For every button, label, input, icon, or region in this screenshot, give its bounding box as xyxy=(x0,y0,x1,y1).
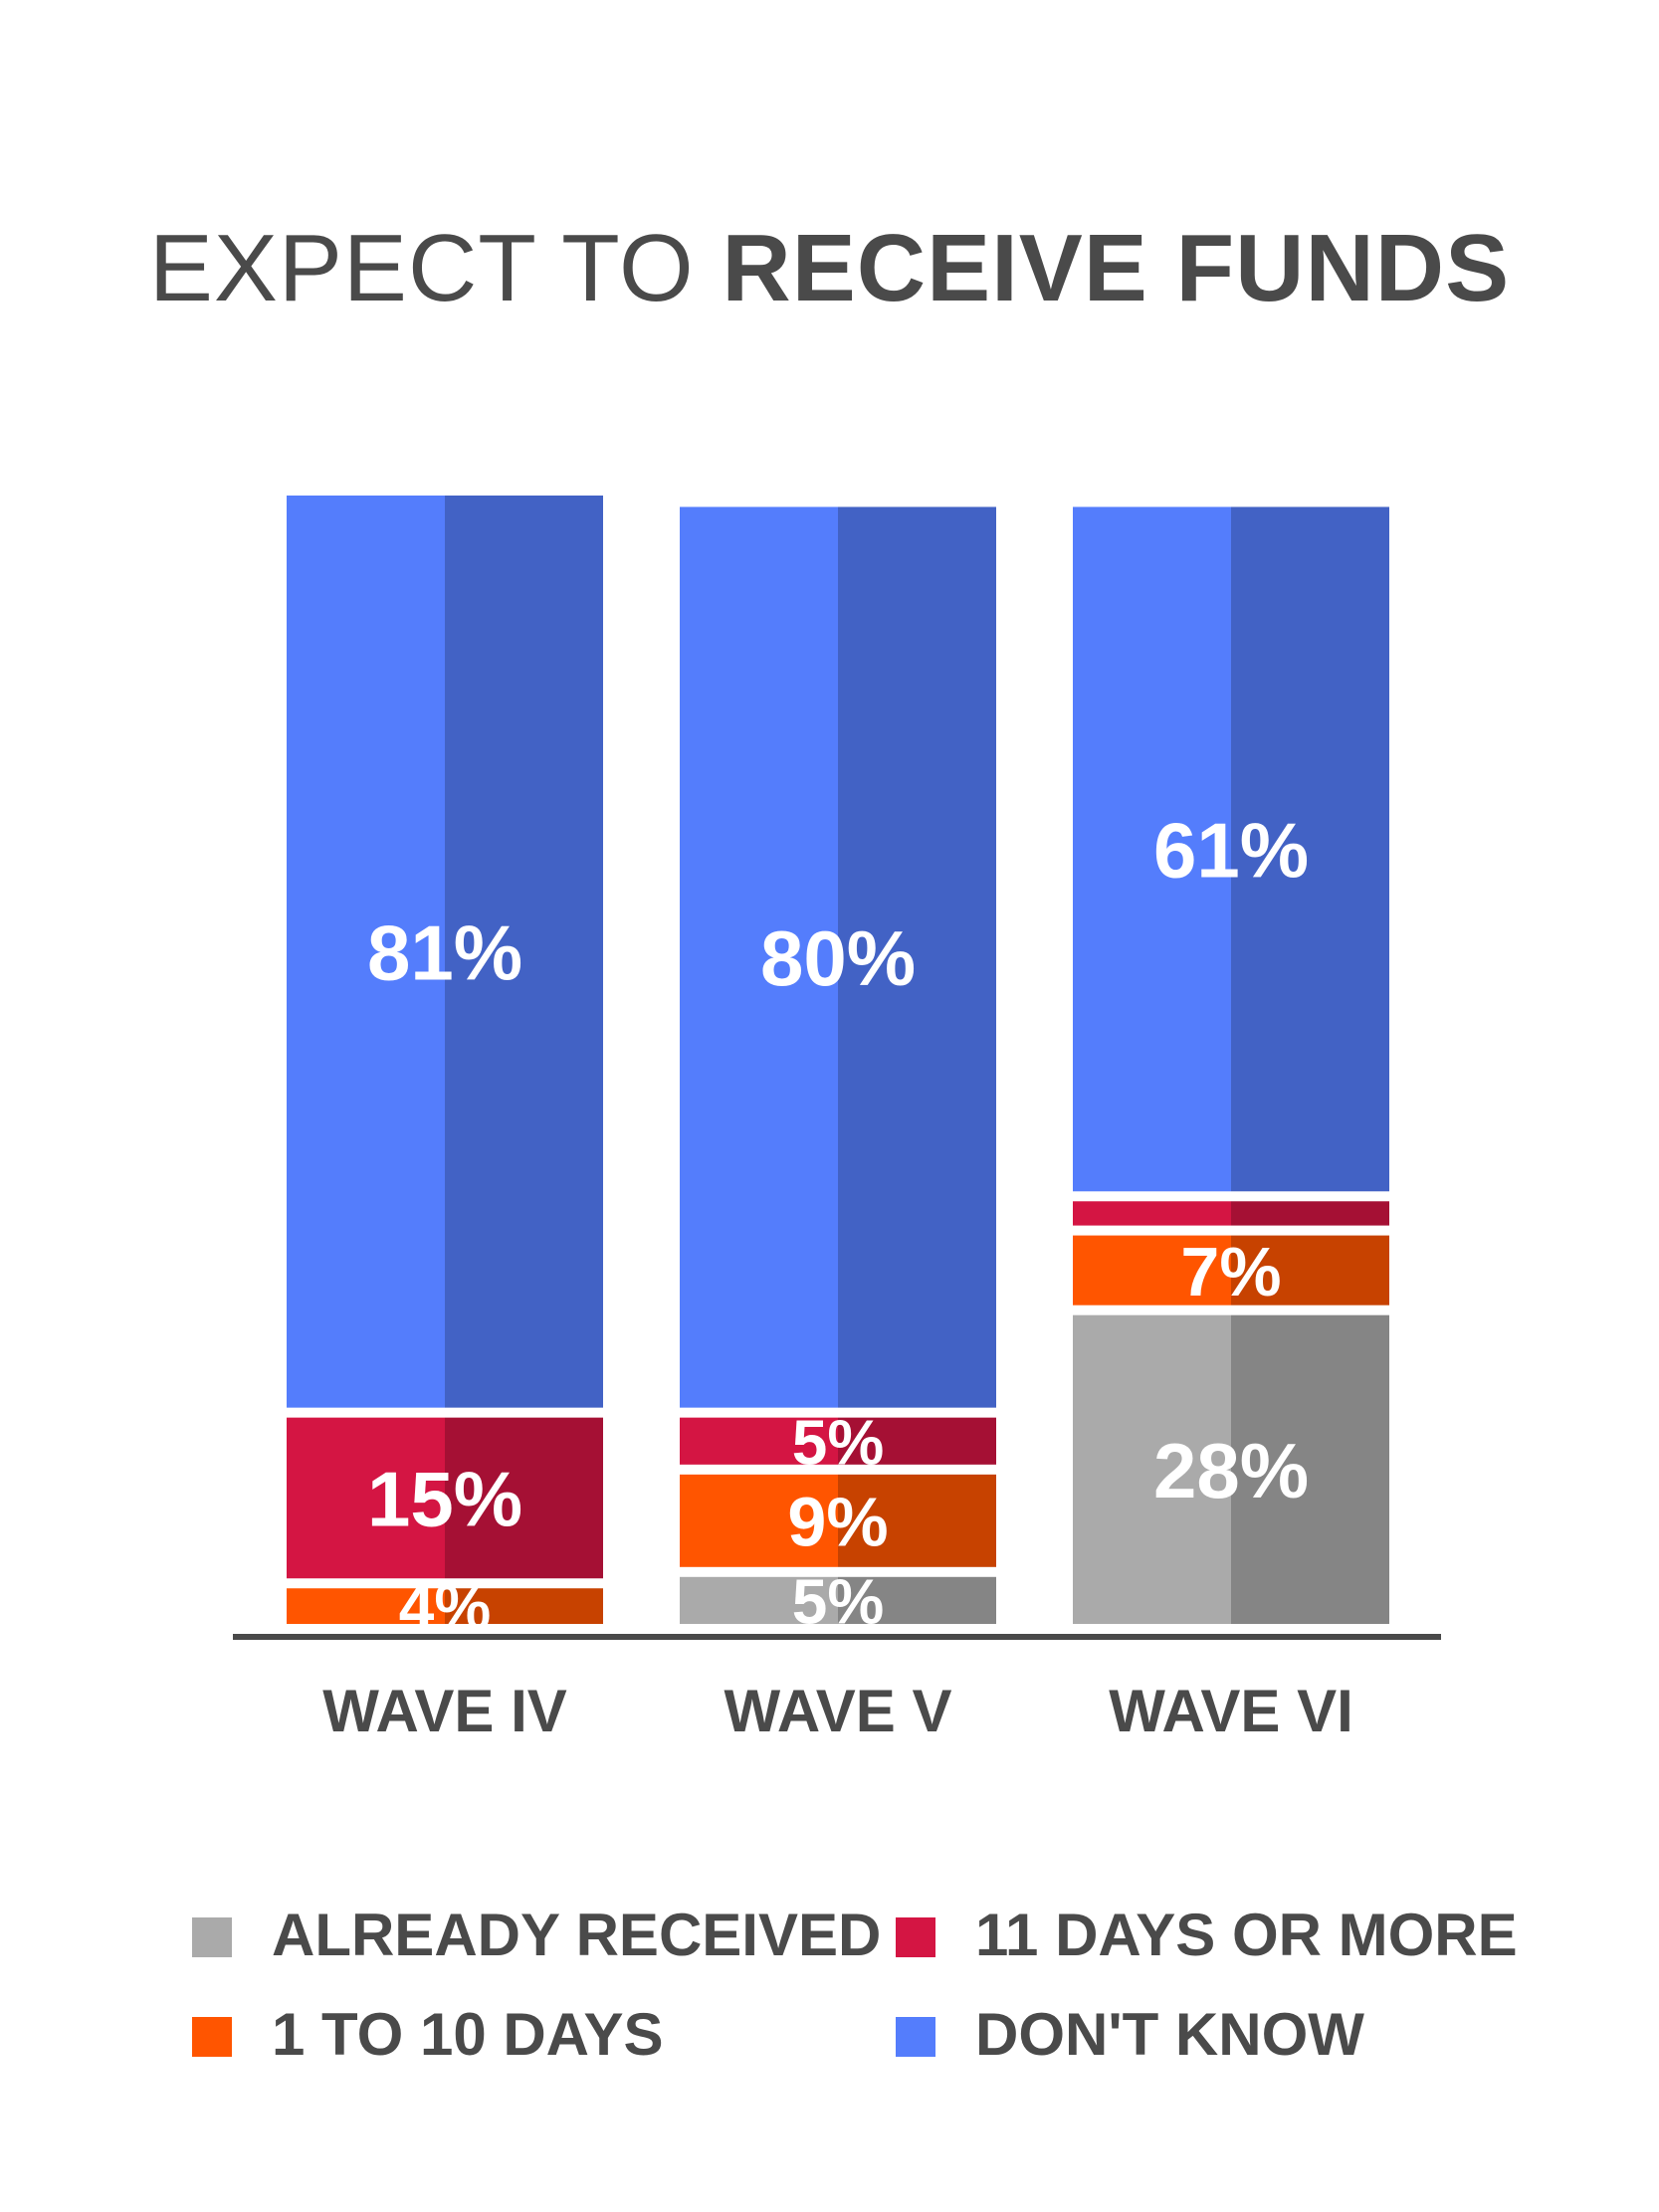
bar-wave-iv-1-to-10-days-right xyxy=(445,1588,603,1624)
bar-wave-vi-don-t-know-label: 61% xyxy=(1153,806,1309,894)
bar-wave-vi-already-received-label: 28% xyxy=(1153,1427,1309,1514)
category-label: WAVE VI xyxy=(1109,1678,1353,1744)
chart-title-light: EXPECT TO xyxy=(148,215,695,321)
bar-wave-v-1-to-10-days-label: 9% xyxy=(787,1484,888,1561)
bar-wave-vi-already-received-left xyxy=(1073,1314,1231,1624)
bar-wave-v-don-t-know xyxy=(680,506,996,1408)
category-labels-group: WAVE IV WAVE V WAVE VI xyxy=(322,1678,1353,1744)
chart-title-bold: RECEIVE FUNDS xyxy=(722,215,1511,321)
bar-wave-iv-1-to-10-days xyxy=(287,1588,603,1624)
bar-wave-v-1-to-10-days xyxy=(680,1474,996,1567)
legend-swatch xyxy=(192,2017,232,2057)
bar-wave-v-11-days-or-more-left xyxy=(680,1417,838,1465)
legend-label: ALREADY RECEIVED xyxy=(272,1902,881,1968)
bar-wave-vi-11-days-or-more-left xyxy=(1073,1201,1231,1226)
legend-swatch xyxy=(192,1917,232,1957)
bar-wave-vi-1-to-10-days xyxy=(1073,1235,1389,1306)
bar-wave-vi-don-t-know-right xyxy=(1231,506,1389,1192)
bar-wave-v-already-received-label: 5% xyxy=(792,1565,885,1637)
category-label: WAVE V xyxy=(725,1678,952,1744)
bar-wave-iv-1-to-10-days-label: 4% xyxy=(399,1571,492,1643)
legend-item-already-received: ALREADY RECEIVED xyxy=(192,1902,881,1968)
bar-wave-v-11-days-or-more-label: 5% xyxy=(792,1406,885,1478)
bar-wave-v-11-days-or-more xyxy=(680,1417,996,1465)
category-label: WAVE IV xyxy=(322,1678,567,1744)
legend-label: 11 DAYS OR MORE xyxy=(975,1902,1518,1968)
bar-wave-v-already-received xyxy=(680,1576,996,1624)
bar-wave-iv-11-days-or-more xyxy=(287,1417,603,1579)
legend: ALREADY RECEIVED 1 TO 10 DAYS 11 DAYS OR M… xyxy=(192,1902,1518,2068)
legend-item-don-t-know: DON'T KNOW xyxy=(896,2001,1364,2068)
bar-wave-vi-don-t-know xyxy=(1073,506,1389,1192)
bar-wave-v-don-t-know-label: 80% xyxy=(760,914,916,1002)
bar-wave-iv-don-t-know xyxy=(287,496,603,1408)
legend-swatch xyxy=(896,2017,935,2057)
legend-swatch xyxy=(896,1917,935,1957)
bar-wave-vi-11-days-or-more xyxy=(1073,1201,1389,1226)
legend-item-11-days-or-more: 11 DAYS OR MORE xyxy=(896,1902,1518,1968)
bar-wave-v-1-to-10-days-right xyxy=(838,1474,996,1567)
bar-wave-vi-1-to-10-days-left xyxy=(1073,1235,1231,1306)
bar-wave-v-don-t-know-right xyxy=(838,506,996,1408)
bar-wave-vi-already-received-right xyxy=(1231,1314,1389,1624)
bar-wave-vi-11-days-or-more-right xyxy=(1231,1201,1389,1226)
bar-wave-iv-11-days-or-more-right xyxy=(445,1417,603,1579)
bar-wave-iv-1-to-10-days-left xyxy=(287,1588,445,1624)
bar-wave-iv-don-t-know-label: 81% xyxy=(367,908,522,996)
bar-wave-iv-11-days-or-more-label: 15% xyxy=(367,1456,522,1543)
bar-wave-iv-don-t-know-right xyxy=(445,496,603,1408)
bar-wave-vi-1-to-10-days-right xyxy=(1231,1235,1389,1306)
bars-group: 4% 15% 81% 5%9%5% 80% 28% 7% 61% xyxy=(287,496,1389,1643)
legend-label: 1 TO 10 DAYS xyxy=(272,2001,664,2068)
legend-label: DON'T KNOW xyxy=(975,2001,1364,2068)
bar-wave-vi-1-to-10-days-label: 7% xyxy=(1180,1233,1281,1310)
bar-wave-v-already-received-left xyxy=(680,1576,838,1624)
bar-wave-v-11-days-or-more-right xyxy=(838,1417,996,1465)
bar-wave-iv-11-days-or-more-left xyxy=(287,1417,445,1579)
bar-wave-iv-don-t-know-left xyxy=(287,496,445,1408)
bar-wave-vi-don-t-know-left xyxy=(1073,506,1231,1192)
bar-wave-vi-already-received xyxy=(1073,1314,1389,1624)
legend-item-1-to-10-days: 1 TO 10 DAYS xyxy=(192,2001,664,2068)
chart-title: EXPECT TO RECEIVE FUNDS xyxy=(0,214,1659,323)
bar-wave-v-don-t-know-left xyxy=(680,506,838,1408)
bar-wave-v-1-to-10-days-left xyxy=(680,1474,838,1567)
bar-wave-v-already-received-right xyxy=(838,1576,996,1624)
